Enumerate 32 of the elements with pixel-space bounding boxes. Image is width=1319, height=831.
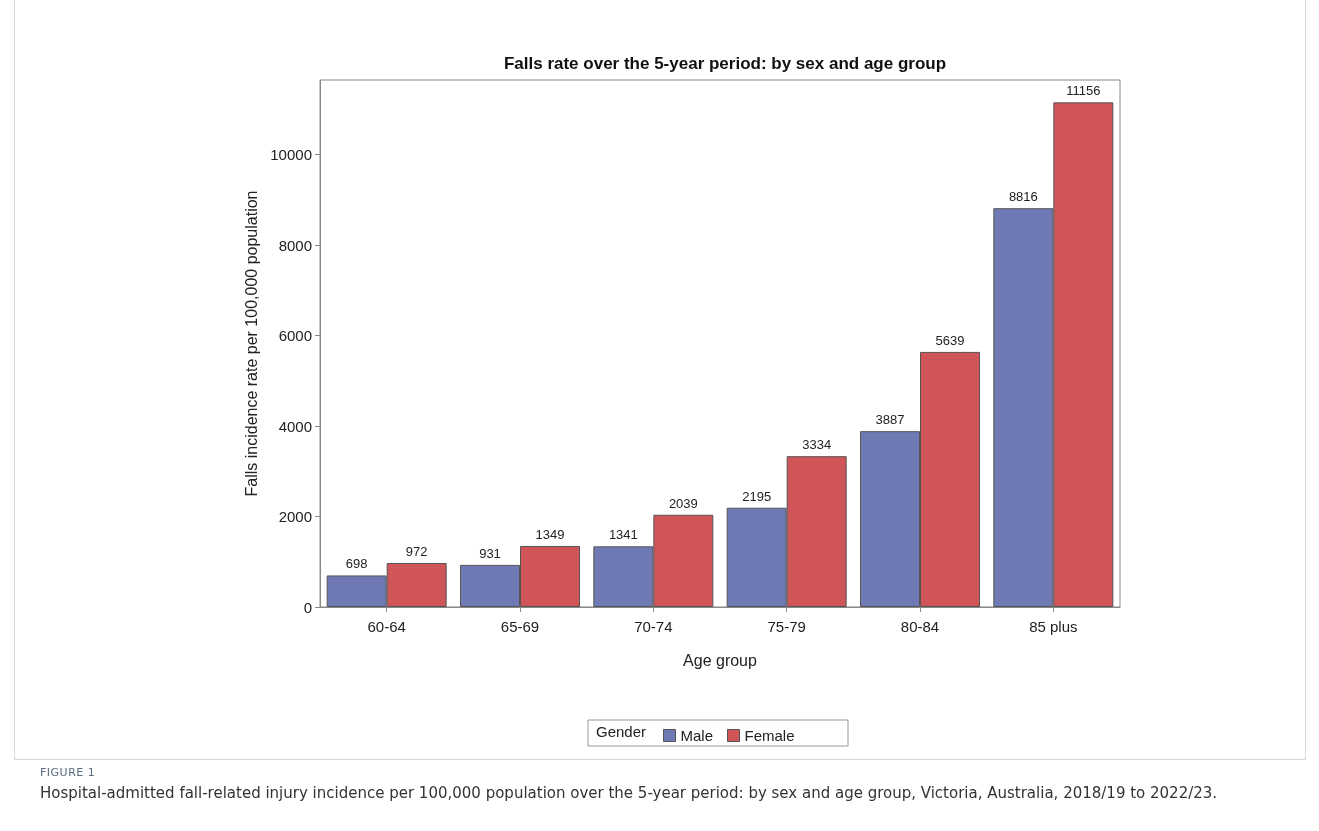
- y-tick-label: 6000: [278, 327, 312, 345]
- y-tick-label: 4000: [278, 417, 312, 435]
- data-label: 931: [479, 545, 501, 561]
- data-label: 698: [345, 556, 368, 572]
- x-tick-label: 75-79: [767, 618, 806, 635]
- x-tick-label: 80-84: [900, 618, 940, 635]
- text: Hospital-admitted fall-related injury incidence per 100,000 population over the 5-year period: by sex and age group, Victoria, Australia, 2018/19 to 2022/23.: [40, 783, 1219, 804]
- data-label: 972: [405, 544, 428, 560]
- data-label: 11156: [1066, 83, 1101, 99]
- y-tick-label: 2000: [278, 508, 312, 526]
- data-label: 3334: [802, 437, 832, 453]
- x-tick-label: 70-74: [634, 618, 673, 635]
- x-axis-title: Age group: [683, 651, 758, 669]
- data-label: 3887: [875, 412, 905, 428]
- data-label: 2195: [742, 488, 772, 504]
- y-tick-label: 10000: [270, 146, 312, 164]
- data-label: 5639: [935, 332, 965, 348]
- x-tick-label: 60-64: [367, 618, 406, 635]
- data-label: 2039: [668, 495, 698, 511]
- x-tick-label: 85 plus: [1029, 618, 1078, 635]
- y-tick-label: 8000: [278, 236, 312, 254]
- caption: FIGURE 1: [40, 766, 97, 779]
- y-axis-title: Falls incidence rate per 100,000 population: [242, 190, 260, 497]
- y-tick-label: 0: [303, 598, 312, 616]
- data-label: 1341: [608, 527, 638, 543]
- legend-title: Gender: [596, 723, 647, 740]
- legend-label: Male: [680, 727, 714, 744]
- x-tick-label: 65-69: [500, 618, 540, 635]
- chart-title: Falls rate over the 5-year period: by sex and age group: [503, 54, 947, 73]
- legend-label: Female: [744, 727, 795, 744]
- data-label: 8816: [1008, 189, 1038, 205]
- data-label: 1349: [535, 526, 565, 542]
